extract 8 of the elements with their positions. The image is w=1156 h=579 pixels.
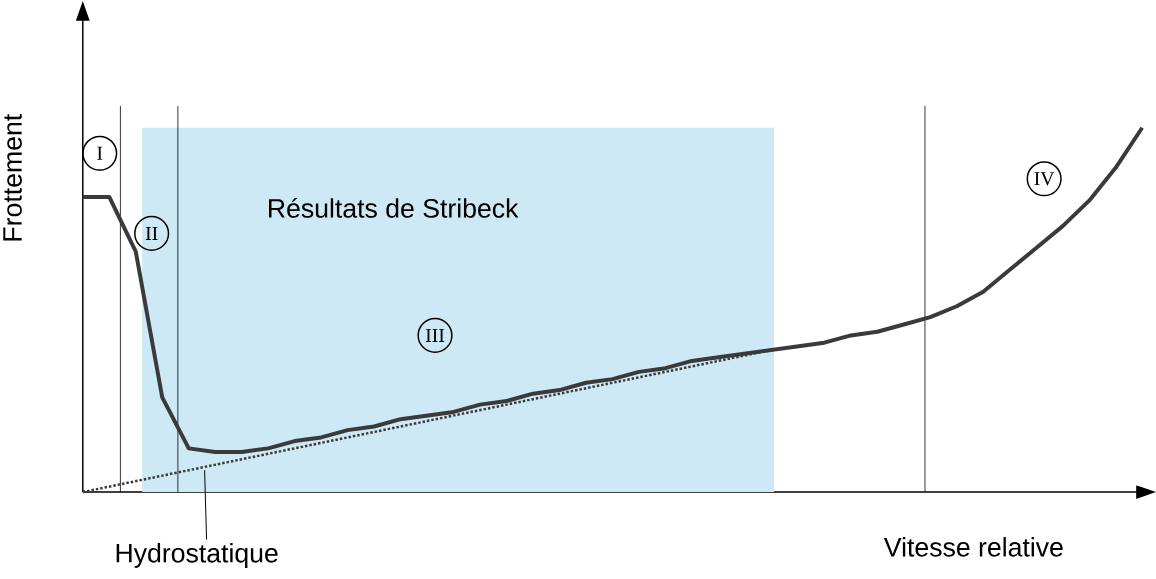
text: Hydrostatique [116, 542, 278, 568]
annotation: IV [1034, 172, 1055, 186]
x-axis-title: Vitesse relative [883, 537, 1063, 557]
y-axis-title: Frottement [3, 113, 22, 241]
annotation: I [97, 146, 103, 160]
annotation: III [425, 328, 445, 342]
annotation: II [145, 226, 158, 240]
text: Résultats de Stribeck [269, 197, 519, 218]
